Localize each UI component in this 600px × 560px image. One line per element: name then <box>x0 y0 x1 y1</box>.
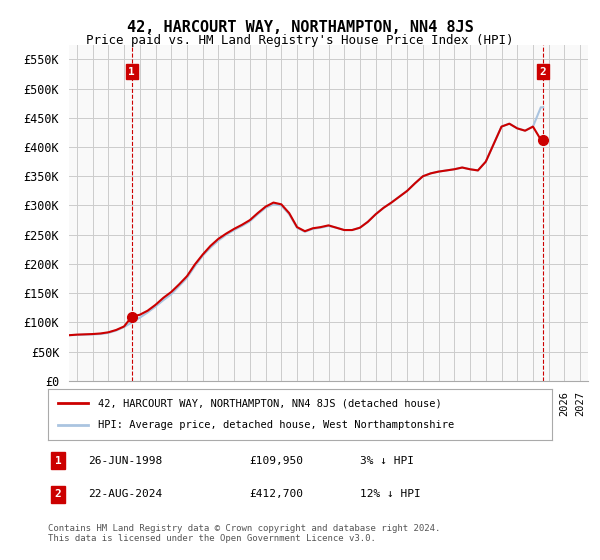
Text: 2: 2 <box>539 67 547 77</box>
Text: 1: 1 <box>55 456 61 465</box>
Text: 2: 2 <box>55 489 61 499</box>
Text: 1: 1 <box>128 67 135 77</box>
Text: HPI: Average price, detached house, West Northamptonshire: HPI: Average price, detached house, West… <box>98 421 455 431</box>
Text: 42, HARCOURT WAY, NORTHAMPTON, NN4 8JS: 42, HARCOURT WAY, NORTHAMPTON, NN4 8JS <box>127 20 473 35</box>
Text: 3% ↓ HPI: 3% ↓ HPI <box>361 456 415 465</box>
Text: Contains HM Land Registry data © Crown copyright and database right 2024.
This d: Contains HM Land Registry data © Crown c… <box>48 524 440 543</box>
Text: Price paid vs. HM Land Registry's House Price Index (HPI): Price paid vs. HM Land Registry's House … <box>86 34 514 46</box>
Text: 42, HARCOURT WAY, NORTHAMPTON, NN4 8JS (detached house): 42, HARCOURT WAY, NORTHAMPTON, NN4 8JS (… <box>98 398 442 408</box>
Text: 12% ↓ HPI: 12% ↓ HPI <box>361 489 421 499</box>
Text: 26-JUN-1998: 26-JUN-1998 <box>88 456 163 465</box>
Text: £412,700: £412,700 <box>250 489 304 499</box>
Text: £109,950: £109,950 <box>250 456 304 465</box>
Text: 22-AUG-2024: 22-AUG-2024 <box>88 489 163 499</box>
